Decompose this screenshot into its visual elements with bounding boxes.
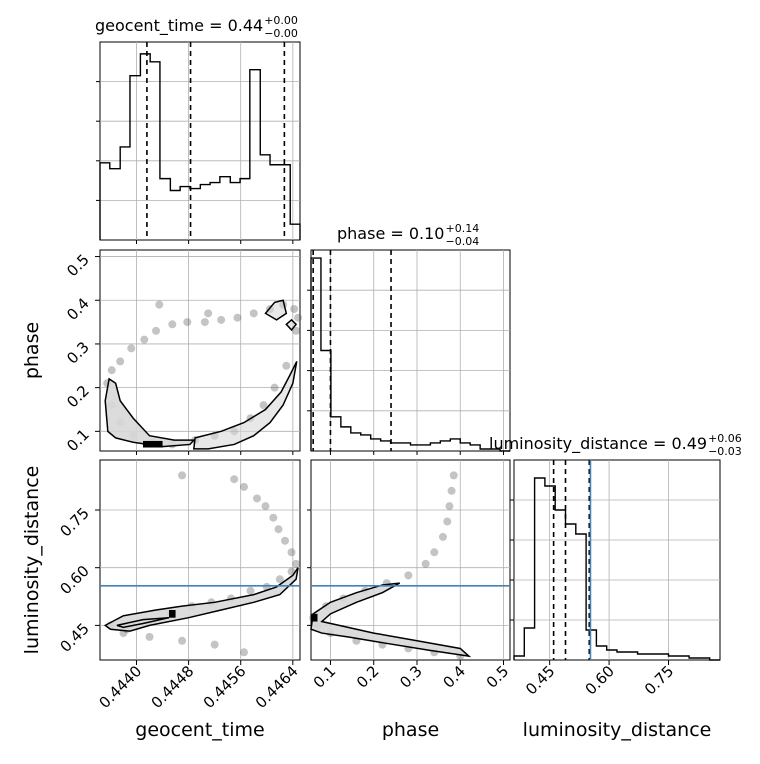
scatter-point	[107, 366, 116, 375]
y-tick-label: 0.3	[63, 338, 93, 368]
scatter-point	[183, 318, 192, 327]
scatter-point	[230, 475, 239, 484]
title-minus-error: −0.03	[708, 445, 742, 458]
scatter-point	[292, 326, 301, 335]
x-tick-label: 0.4464	[252, 662, 302, 712]
scatter-point	[261, 502, 270, 511]
scatter-point	[292, 559, 301, 568]
y-axis-label-luminosity_distance: luminosity_distance	[21, 466, 43, 655]
x-tick-label: 0.3	[396, 662, 426, 692]
scatter-point	[210, 640, 219, 649]
x-tick-label: 0.45	[522, 662, 558, 698]
scatter-point	[178, 471, 187, 480]
x-tick-label: 0.4448	[148, 662, 198, 712]
scatter-point	[447, 486, 456, 495]
scatter-point	[282, 361, 291, 370]
title-minus-error: −0.00	[264, 27, 298, 40]
scatter-point	[145, 632, 154, 641]
scatter-point	[275, 575, 284, 584]
scatter-point	[239, 482, 248, 491]
scatter-point	[204, 309, 213, 318]
scatter-point	[259, 401, 268, 410]
scatter-point	[249, 309, 258, 318]
title-phase: phase = 0.10	[337, 224, 444, 243]
scatter-point	[281, 536, 290, 545]
scatter-point	[404, 571, 413, 580]
x-tick-label: 0.4456	[200, 662, 250, 712]
x-tick-label: 0.4440	[95, 662, 145, 712]
y-tick-label: 0.45	[56, 619, 92, 655]
contour-0	[104, 377, 196, 448]
scatter-point	[152, 326, 161, 335]
scatter-point	[253, 494, 262, 503]
scatter-point	[168, 320, 177, 329]
scatter-point	[445, 502, 454, 511]
scatter-point	[127, 344, 136, 353]
x-tick-label: 0.5	[483, 662, 513, 692]
scatter-point	[217, 315, 226, 324]
scatter-point	[290, 304, 299, 313]
title-plus-error: +0.00	[264, 14, 298, 27]
histogram-panel-phase	[310, 249, 511, 452]
scatter-point	[430, 548, 439, 557]
scatter-point	[287, 548, 296, 557]
title-plus-error: +0.06	[708, 432, 742, 445]
scatter-point	[443, 517, 452, 526]
scatter-point	[270, 383, 279, 392]
scatter-point	[449, 471, 458, 480]
histogram-luminosity_distance	[513, 477, 720, 661]
contour-3	[285, 318, 298, 332]
y-axis-label-phase: phase	[21, 322, 43, 379]
density-peak	[311, 613, 318, 622]
title-plus-error: +0.14	[445, 222, 479, 235]
x-axis-label-phase: phase	[382, 719, 439, 741]
scatter-point	[269, 513, 278, 522]
y-tick-label: 0.4	[63, 294, 93, 324]
scatter-point	[178, 636, 187, 645]
x-tick-label: 0.2	[353, 662, 383, 692]
histogram-panel-luminosity_distance	[513, 459, 721, 661]
title-luminosity_distance: luminosity_distance = 0.49	[489, 434, 707, 454]
y-tick-label: 0.75	[56, 504, 92, 540]
scatter-point	[200, 318, 209, 327]
title-minus-error: −0.04	[445, 235, 479, 248]
x-tick-label: 0.1	[310, 662, 340, 692]
scatter-point	[233, 313, 242, 322]
x-tick-label: 0.4	[439, 662, 469, 692]
contour-1	[116, 616, 170, 629]
y-tick-label: 0.60	[56, 562, 92, 598]
scatter-point	[155, 300, 164, 309]
scatter-point	[421, 559, 430, 568]
x-axis-label-geocent_time: geocent_time	[135, 719, 264, 741]
density-peak	[169, 610, 176, 618]
density-peak	[142, 440, 163, 448]
scatter-point	[438, 532, 447, 541]
x-axis-label-luminosity_distance: luminosity_distance	[523, 719, 712, 741]
title-geocent_time: geocent_time = 0.44	[95, 16, 263, 36]
scatter-point	[274, 525, 283, 534]
y-tick-label: 0.1	[63, 425, 93, 455]
histogram-geocent_time	[99, 53, 301, 240]
x-tick-label: 0.60	[582, 662, 618, 698]
contour-0	[310, 582, 472, 658]
histogram-phase	[310, 257, 510, 452]
scatter-point	[246, 586, 255, 595]
y-tick-label: 0.5	[63, 251, 93, 281]
scatter-point	[294, 313, 303, 322]
contour-1	[192, 361, 298, 450]
y-tick-label: 0.2	[63, 382, 93, 412]
scatter-point	[116, 357, 125, 366]
x-tick-label: 0.75	[641, 662, 677, 698]
scatter-point	[140, 335, 149, 344]
contour-0	[103, 567, 299, 632]
contour-2	[264, 299, 288, 321]
scatter-point	[239, 648, 248, 657]
